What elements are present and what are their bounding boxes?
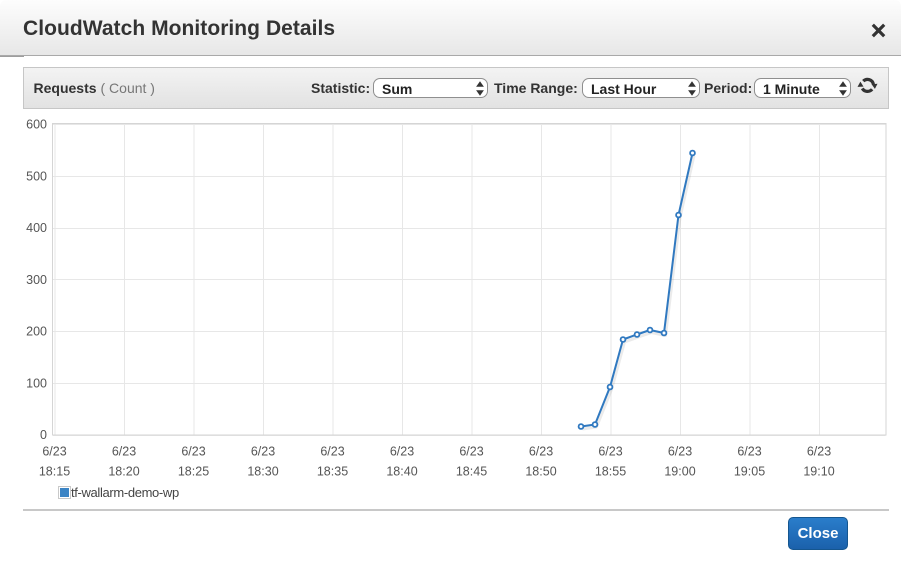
- svg-text:6/23: 6/23: [598, 445, 622, 459]
- svg-text:6/23: 6/23: [181, 445, 205, 459]
- svg-text:6/23: 6/23: [529, 445, 553, 459]
- svg-text:100: 100: [26, 376, 47, 390]
- svg-text:0: 0: [40, 428, 47, 442]
- svg-text:18:30: 18:30: [247, 465, 278, 479]
- svg-text:18:25: 18:25: [178, 465, 209, 479]
- svg-text:19:05: 19:05: [734, 465, 765, 479]
- svg-text:18:20: 18:20: [108, 465, 139, 479]
- svg-text:6/23: 6/23: [737, 445, 761, 459]
- svg-text:19:00: 19:00: [664, 465, 695, 479]
- svg-text:6/23: 6/23: [251, 445, 275, 459]
- svg-text:6/23: 6/23: [42, 445, 66, 459]
- svg-text:18:45: 18:45: [456, 465, 487, 479]
- svg-text:6/23: 6/23: [390, 445, 414, 459]
- svg-text:6/23: 6/23: [807, 445, 831, 459]
- svg-text:500: 500: [26, 169, 47, 183]
- svg-text:18:50: 18:50: [525, 465, 556, 479]
- svg-text:6/23: 6/23: [459, 445, 483, 459]
- svg-text:300: 300: [26, 273, 47, 287]
- svg-text:6/23: 6/23: [320, 445, 344, 459]
- svg-text:18:15: 18:15: [39, 465, 70, 479]
- svg-text:6/23: 6/23: [668, 445, 692, 459]
- svg-text:6/23: 6/23: [112, 445, 136, 459]
- svg-text:18:35: 18:35: [317, 465, 348, 479]
- svg-text:19:10: 19:10: [803, 465, 834, 479]
- svg-text:18:40: 18:40: [386, 465, 417, 479]
- svg-text:18:55: 18:55: [595, 465, 626, 479]
- svg-text:600: 600: [26, 118, 47, 132]
- svg-text:400: 400: [26, 221, 47, 235]
- svg-text:200: 200: [26, 325, 47, 339]
